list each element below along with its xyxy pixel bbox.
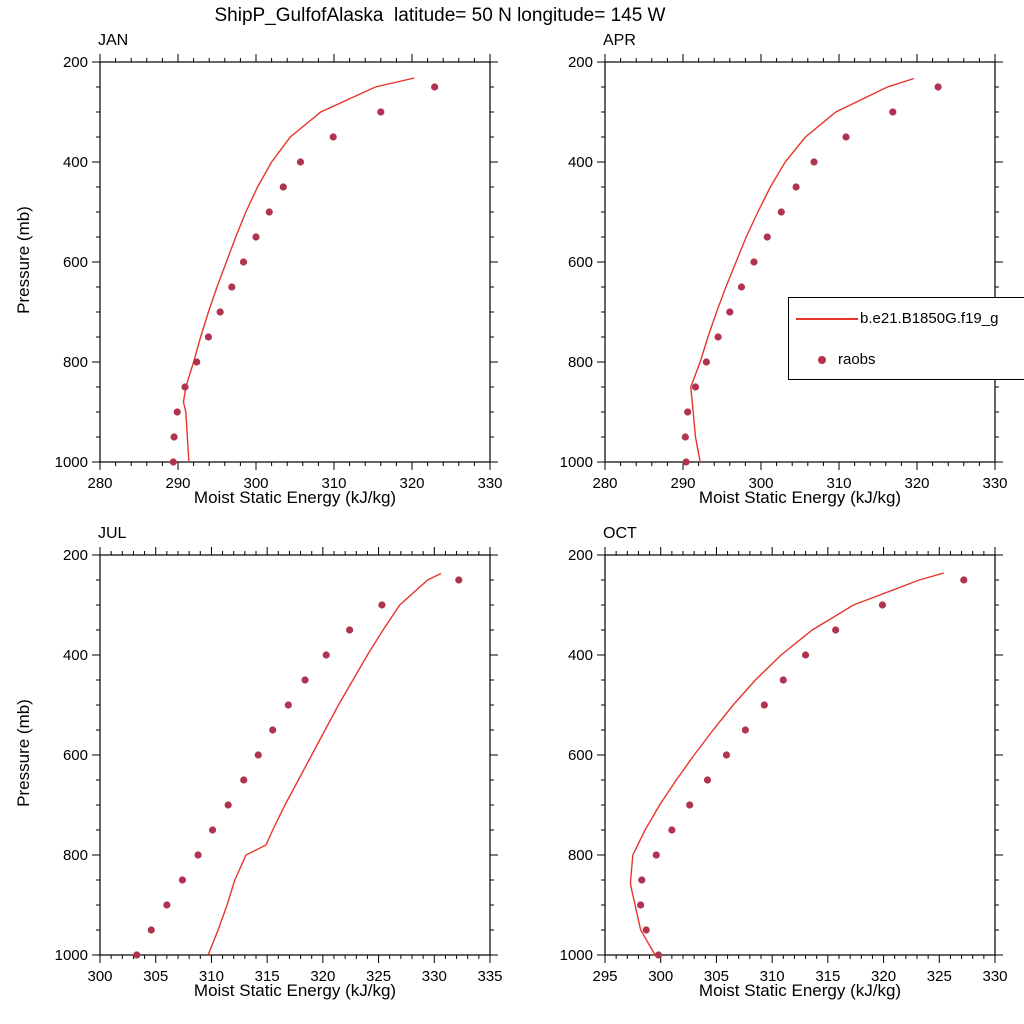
plot-apr: 280 290 300 310 320 330 200 400 600 800 1000 [560,54,1008,492]
plot-oct: 295 300 305 310 315 320 325 330 200 400 600 800 1000 [560,547,1008,985]
svg-text:310: 310 [760,968,785,985]
model-line [182,77,415,463]
panel-apr-month-label: APR [603,32,636,49]
legend: b.e21.B1850G.f19_g raobs [788,297,1024,380]
y-axis-label-top: Pressure (mb) [14,206,33,314]
svg-text:320: 320 [871,968,896,985]
svg-text:200: 200 [63,54,88,71]
svg-text:320: 320 [310,968,335,985]
svg-text:320: 320 [399,475,424,492]
svg-text:400: 400 [63,647,88,664]
panel-jul: JUL 300 305 310 315 320 325 330 335 200 400 600 800… [50,525,503,1015]
svg-text:1000: 1000 [560,947,593,964]
model-line [207,572,442,956]
axis-ticks [92,54,498,470]
svg-text:325: 325 [366,968,391,985]
svg-text:330: 330 [982,968,1007,985]
raobs-dot-sample [818,355,826,364]
svg-text:200: 200 [568,54,593,71]
plot-jul: 300 305 310 315 320 325 330 335 200 400 600 800 1000 [55,547,503,985]
raobs-dots [681,83,942,466]
plot-frame [604,554,996,956]
svg-text:330: 330 [982,475,1007,492]
svg-text:280: 280 [592,475,617,492]
panel-apr-xlabel: Moist Static Energy (kJ/kg) [698,488,902,507]
plot-frame [604,61,996,463]
svg-text:310: 310 [199,968,224,985]
svg-text:310: 310 [826,475,851,492]
x-tick-labels: 295 300 305 310 315 320 325 330 [592,968,1007,985]
svg-text:200: 200 [63,547,88,564]
svg-text:200: 200 [568,547,593,564]
x-tick-labels: 280 290 300 310 320 330 [592,475,1007,492]
raobs-dots [133,576,463,959]
svg-text:330: 330 [477,475,502,492]
panel-jan-xlabel: Moist Static Energy (kJ/kg) [193,488,397,507]
plot-frame [99,61,491,463]
svg-text:400: 400 [63,154,88,171]
svg-text:600: 600 [63,254,88,271]
axis-ticks [597,547,1003,963]
svg-text:800: 800 [63,354,88,371]
svg-text:290: 290 [165,475,190,492]
svg-text:305: 305 [704,968,729,985]
y-tick-labels: 200 400 600 800 1000 [55,54,88,471]
axis-ticks [597,54,1003,470]
svg-text:300: 300 [748,475,773,492]
legend-raobs-label: raobs [838,351,876,368]
legend-row-model: b.e21.B1850G.f19_g [789,298,1024,339]
x-tick-labels: 280 290 300 310 320 330 [87,475,502,492]
svg-text:290: 290 [670,475,695,492]
panel-oct-xlabel: Moist Static Energy (kJ/kg) [698,981,902,1000]
model-line [690,77,915,463]
raobs-dots [169,83,439,466]
panel-jul-month-label: JUL [98,525,127,542]
svg-text:800: 800 [63,847,88,864]
x-tick-labels: 300 305 310 315 320 325 330 335 [87,968,502,985]
svg-text:800: 800 [568,354,593,371]
svg-text:315: 315 [255,968,280,985]
raobs-dots [637,576,968,959]
panel-oct-month-label: OCT [603,525,637,542]
y-axis-label-bottom: Pressure (mb) [14,699,33,807]
svg-text:400: 400 [568,154,593,171]
svg-text:800: 800 [568,847,593,864]
model-line-sample [796,317,858,320]
svg-text:300: 300 [648,968,673,985]
svg-text:320: 320 [904,475,929,492]
y-tick-labels: 200 400 600 800 1000 [55,547,88,964]
svg-text:295: 295 [592,968,617,985]
svg-text:325: 325 [927,968,952,985]
svg-text:400: 400 [568,647,593,664]
figure-title: ShipP_GulfofAlaska latitude= 50 N longit… [214,5,666,26]
svg-text:600: 600 [63,747,88,764]
svg-text:330: 330 [422,968,447,985]
plot-jan: 280 290 300 310 320 330 200 400 600 800 1000 [55,54,503,492]
legend-model-label: b.e21.B1850G.f19_g [860,310,999,327]
svg-text:1000: 1000 [55,454,88,471]
legend-row-raobs: raobs [789,339,1024,380]
svg-text:300: 300 [87,968,112,985]
svg-text:300: 300 [243,475,268,492]
axis-ticks [92,547,498,963]
y-tick-labels: 200 400 600 800 1000 [560,54,593,471]
panel-jul-xlabel: Moist Static Energy (kJ/kg) [193,981,397,1000]
svg-text:315: 315 [815,968,840,985]
model-line [629,572,944,956]
svg-text:310: 310 [321,475,346,492]
svg-text:280: 280 [87,475,112,492]
y-tick-labels: 200 400 600 800 1000 [560,547,593,964]
svg-text:600: 600 [568,254,593,271]
panel-apr: APR 280 290 300 310 320 330 200 400 600 800 1000 M… [555,32,1008,522]
plot-frame [99,554,491,956]
svg-text:305: 305 [143,968,168,985]
panel-jan: JAN 280 290 300 310 320 330 200 400 600 800 1000 M… [50,32,503,522]
svg-text:600: 600 [568,747,593,764]
panel-oct: OCT 295 300 305 310 315 320 325 330 200 400 600 800… [555,525,1008,1015]
svg-text:1000: 1000 [560,454,593,471]
svg-text:1000: 1000 [55,947,88,964]
panel-jan-month-label: JAN [98,32,129,49]
svg-text:335: 335 [477,968,502,985]
